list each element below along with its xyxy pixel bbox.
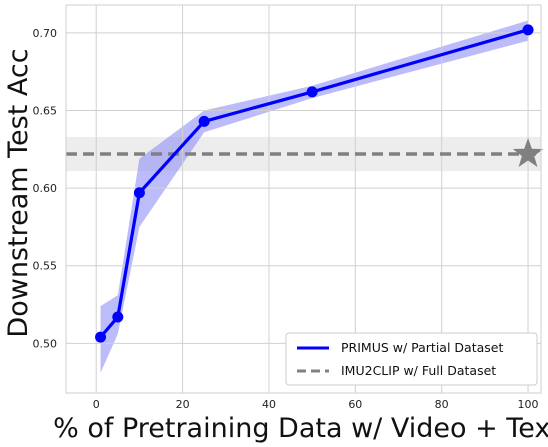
legend-label-imu2clip: IMU2CLIP w/ Full Dataset [341,363,496,378]
primus-point [306,86,318,98]
y-tick-label: 0.55 [33,260,58,273]
legend-box [285,332,538,386]
x-tick-labels: 0 20 40 60 80 100 [93,398,539,411]
x-tick-label: 0 [93,398,100,411]
primus-point [95,331,107,343]
y-tick-label: 0.60 [33,182,58,195]
primus-point [522,24,534,36]
x-tick-label: 40 [262,398,276,411]
y-tick-labels: 0.50 0.55 0.60 0.65 0.70 [33,27,58,350]
y-tick-label: 0.70 [33,27,58,40]
series [66,24,544,343]
y-tick-label: 0.65 [33,105,58,118]
x-tick-label: 100 [518,398,539,411]
legend-label-primus: PRIMUS w/ Partial Dataset [341,340,503,355]
primus-point [198,115,210,127]
x-tick-label: 60 [348,398,362,411]
x-axis-title: % of Pretraining Data w/ Video + Text [53,413,548,444]
imu2clip-star [512,137,544,167]
x-tick-label: 80 [435,398,449,411]
y-axis-title: Downstream Test Acc [3,48,34,337]
plot-frame [65,4,542,394]
primus-band [100,20,529,373]
primus-point [112,311,124,323]
x-tick-label: 20 [176,398,190,411]
y-tick-label: 0.50 [33,337,58,350]
legend: PRIMUS w/ Partial Dataset IMU2CLIP w/ Fu… [285,332,538,386]
primus-point [133,187,145,199]
